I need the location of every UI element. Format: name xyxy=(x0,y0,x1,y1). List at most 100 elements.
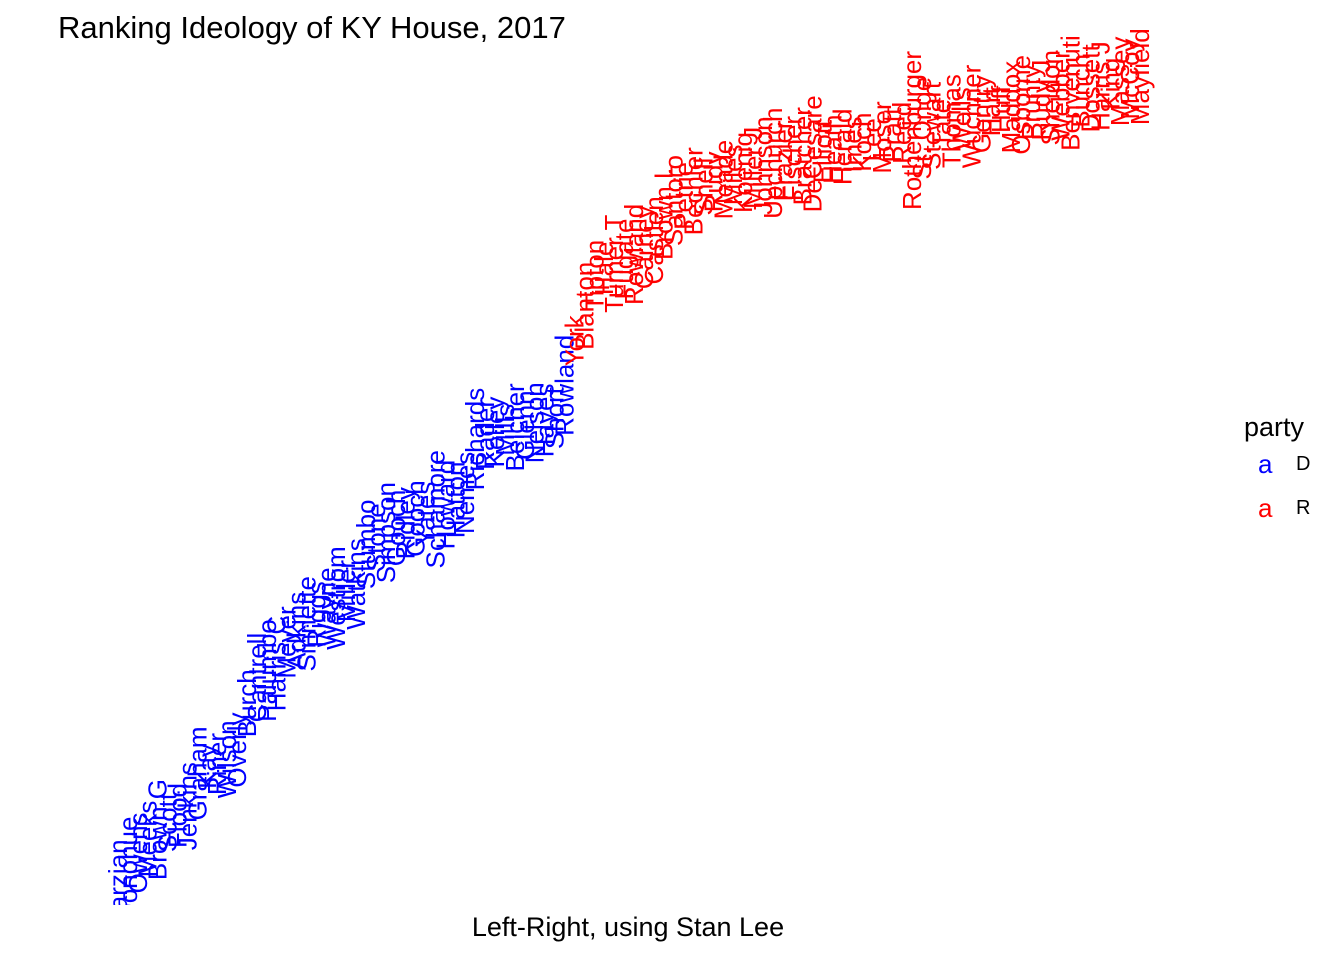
point-label-r-57: Mayfield xyxy=(1125,28,1155,125)
point-label-r-17: Koenig xyxy=(728,132,758,213)
point-label-d-20: Riggs xyxy=(301,581,331,647)
point-label-d-24: Watkins xyxy=(341,538,371,630)
point-label-r-29: Koch xyxy=(847,113,877,172)
point-label-r-30: Lee xyxy=(857,118,887,161)
point-label-r-47: Rudy J xyxy=(1026,60,1056,141)
point-label-d-26: Stone xyxy=(361,503,391,571)
point-label-r-31: Moser xyxy=(867,101,897,174)
point-label-d-5: Scott xyxy=(153,792,183,852)
point-label-r-44: Maddox xyxy=(996,61,1026,153)
point-label-d-43: Hayes xyxy=(530,384,560,458)
legend: party a D a R xyxy=(1244,412,1340,531)
legend-item-r: a R xyxy=(1244,487,1340,531)
point-label-d-13: Burch xyxy=(232,669,262,737)
point-label-d-31: Yates xyxy=(411,482,441,547)
point-label-d-34: Hatton xyxy=(440,462,470,539)
point-label-d-21: Wayne xyxy=(311,567,341,647)
legend-title: party xyxy=(1244,412,1305,442)
point-label-d-11: Wilson xyxy=(212,720,242,798)
point-label-r-43: Huff xyxy=(986,85,1016,133)
point-label-r-53: Harris J xyxy=(1085,41,1115,131)
point-label-r-36: Stewart xyxy=(917,81,947,170)
point-label-r-34: Rothenburger xyxy=(897,51,927,210)
point-label-r-50: Benvenuti xyxy=(1056,35,1086,151)
point-label-r-15: Meade xyxy=(708,140,738,220)
chart-title: Ranking Ideology of KY House, 2017 xyxy=(58,10,566,45)
point-label-r-40: Wuchner xyxy=(956,64,986,168)
legend-key-r: a xyxy=(1258,493,1273,523)
point-label-d-4: Brown G xyxy=(143,779,173,880)
point-label-d-36: Richards xyxy=(460,388,490,491)
point-label-r-46: Prunty xyxy=(1016,65,1046,140)
point-label-r-14: Rudy xyxy=(698,152,728,213)
legend-item-d: a D xyxy=(1244,443,1340,487)
point-label-r-55: Massey xyxy=(1105,37,1135,127)
legend-label-r: R xyxy=(1296,497,1311,519)
point-label-d-1: Donohue xyxy=(113,817,143,905)
point-label-d-10: Riner xyxy=(202,733,232,795)
point-label-r-32: Pratt xyxy=(877,107,907,163)
point-label-r-51: Bunch xyxy=(1066,54,1096,128)
point-label-r-26: Heath xyxy=(817,114,847,183)
point-label-r-24: DeCesare xyxy=(798,95,828,212)
point-label-r-38: Thomas xyxy=(937,74,967,168)
legend-key-d: a xyxy=(1258,449,1273,479)
point-label-r-7: Carney xyxy=(629,205,659,289)
point-label-r-37: Tate xyxy=(927,99,957,148)
point-label-r-8: Castlen xyxy=(639,196,669,284)
point-label-r-41: Gentry xyxy=(966,75,996,153)
point-label-d-45: Rowland xyxy=(549,335,579,436)
point-label-r-13: Shell xyxy=(688,158,718,216)
point-label-d-17: Meyer xyxy=(272,606,302,679)
point-label-r-4: Turner T xyxy=(599,214,629,312)
point-label-d-28: Gooch xyxy=(381,490,411,567)
point-label-r-19: Johnson xyxy=(748,116,778,214)
point-label-r-6: Rowland xyxy=(619,204,649,305)
point-label-d-25: Stumbo xyxy=(351,499,381,589)
point-label-r-3: Hale xyxy=(589,242,619,295)
point-label-r-35: St. Onge xyxy=(907,77,937,180)
point-label-d-7: Jenkins xyxy=(172,762,202,850)
point-label-d-3: Meeks xyxy=(133,801,163,878)
point-label-r-2: Tipton xyxy=(579,240,609,311)
point-label-r-42: Hart xyxy=(976,86,1006,136)
point-label-r-33: Reed xyxy=(887,102,917,164)
point-label-r-48: Sheldon xyxy=(1036,50,1066,145)
point-label-r-52: Dossett xyxy=(1075,44,1105,133)
point-label-r-27: Herald xyxy=(827,109,857,186)
point-label-d-29: Ridley xyxy=(391,487,421,559)
point-label-r-5: Fugate xyxy=(609,219,639,300)
point-label-d-8: Graham xyxy=(182,726,212,820)
point-label-d-32: Schamore xyxy=(420,450,450,569)
point-label-d-30: Gooch xyxy=(401,480,431,557)
point-label-d-23: Miller xyxy=(331,560,361,622)
point-label-d-22: Westrom xyxy=(321,546,351,650)
point-label-d-15: Palumbo xyxy=(252,619,282,722)
point-label-d-44: Short xyxy=(540,386,570,449)
point-label-d-27: Simpson xyxy=(371,482,401,583)
point-label-r-45: Osborne xyxy=(1006,55,1036,155)
point-label-r-22: Fischer xyxy=(778,116,808,202)
point-label-r-12: Bechler xyxy=(679,147,709,235)
point-label-d-35: Nemes xyxy=(450,452,480,534)
point-label-r-25: Elliott xyxy=(808,119,838,183)
point-label-d-38: Kelley xyxy=(480,397,510,468)
point-label-d-14: Cantrell xyxy=(242,633,272,723)
point-label-r-20: Upchurch xyxy=(758,108,788,219)
point-label-d-33: Howard xyxy=(430,460,460,550)
point-label-r-1: Blanton xyxy=(569,262,599,350)
point-label-d-9: Kay xyxy=(192,744,222,789)
point-label-d-19: Sinnette xyxy=(291,576,321,671)
point-label-d-6: Flood xyxy=(162,783,192,848)
point-label-r-56: McCoy xyxy=(1115,39,1145,120)
point-label-r-49: Webber xyxy=(1046,50,1076,141)
point-label-r-16: Miles xyxy=(718,145,748,206)
point-label-d-12: Overly xyxy=(222,712,252,787)
point-label-d-0: Marzian xyxy=(103,839,133,905)
point-label-d-18: Adkins xyxy=(282,592,312,670)
point-label-d-40: Belcher xyxy=(500,383,530,471)
point-label-r-21: Frazier xyxy=(768,120,798,201)
